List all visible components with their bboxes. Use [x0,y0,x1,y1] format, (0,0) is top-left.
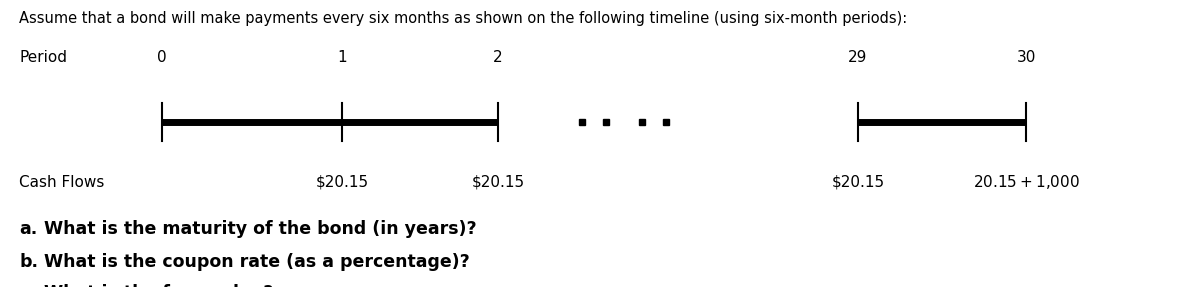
Text: 1: 1 [337,50,347,65]
Text: What is the coupon rate (as a percentage)?: What is the coupon rate (as a percentage… [38,253,470,271]
Text: c.: c. [19,284,36,287]
Text: Cash Flows: Cash Flows [19,175,104,190]
Text: What is the maturity of the bond (in years)?: What is the maturity of the bond (in yea… [38,220,478,238]
Text: b.: b. [19,253,38,271]
Text: 30: 30 [1016,50,1036,65]
Text: 2: 2 [493,50,503,65]
Text: What is the face value?: What is the face value? [38,284,274,287]
Text: 29: 29 [848,50,868,65]
Text: Period: Period [19,50,67,65]
Text: Assume that a bond will make payments every six months as shown on the following: Assume that a bond will make payments ev… [19,11,907,26]
Text: $20.15: $20.15 [316,175,368,190]
Text: a.: a. [19,220,37,238]
Text: $20.15: $20.15 [832,175,884,190]
Text: $20.15 + $1,000: $20.15 + $1,000 [972,173,1080,191]
Text: 0: 0 [157,50,167,65]
Text: $20.15: $20.15 [472,175,524,190]
